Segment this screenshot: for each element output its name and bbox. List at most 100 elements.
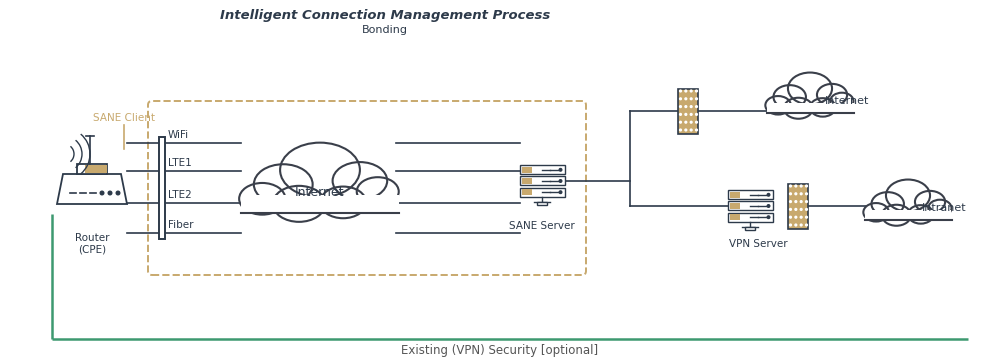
Circle shape [790, 193, 791, 195]
FancyBboxPatch shape [522, 166, 532, 173]
Text: Intranet: Intranet [922, 203, 967, 213]
Circle shape [690, 106, 692, 108]
Circle shape [800, 185, 802, 187]
Circle shape [800, 216, 802, 218]
Circle shape [790, 216, 791, 218]
FancyBboxPatch shape [864, 210, 951, 221]
Text: Fiber: Fiber [168, 220, 194, 230]
FancyBboxPatch shape [767, 103, 854, 113]
Circle shape [680, 113, 681, 115]
FancyBboxPatch shape [728, 201, 772, 210]
Circle shape [680, 98, 681, 100]
Polygon shape [57, 174, 127, 204]
Ellipse shape [810, 98, 836, 117]
FancyBboxPatch shape [788, 183, 808, 229]
FancyBboxPatch shape [522, 178, 532, 184]
Circle shape [767, 193, 770, 196]
Circle shape [795, 193, 797, 195]
Circle shape [696, 121, 697, 123]
FancyBboxPatch shape [537, 202, 547, 205]
Ellipse shape [320, 187, 366, 218]
Ellipse shape [254, 164, 313, 205]
Circle shape [696, 129, 697, 131]
Circle shape [696, 98, 697, 100]
Text: Existing (VPN) Security [optional]: Existing (VPN) Security [optional] [401, 344, 599, 357]
Circle shape [690, 121, 692, 123]
Ellipse shape [273, 186, 325, 222]
Circle shape [696, 113, 697, 115]
Ellipse shape [788, 73, 832, 104]
Circle shape [806, 185, 807, 187]
Circle shape [790, 185, 791, 187]
Circle shape [790, 209, 791, 210]
Circle shape [690, 129, 692, 131]
Text: SANE Server: SANE Server [509, 221, 575, 231]
Ellipse shape [830, 93, 854, 109]
Circle shape [696, 90, 697, 92]
Circle shape [680, 90, 681, 92]
FancyBboxPatch shape [522, 189, 532, 195]
Text: Internet: Internet [825, 96, 869, 106]
Circle shape [116, 191, 120, 195]
Circle shape [800, 201, 802, 203]
Ellipse shape [239, 183, 285, 215]
Text: LTE1: LTE1 [168, 158, 192, 168]
FancyBboxPatch shape [520, 165, 564, 174]
Circle shape [680, 129, 681, 131]
FancyBboxPatch shape [745, 227, 755, 230]
Ellipse shape [784, 98, 813, 119]
Circle shape [790, 201, 791, 203]
Circle shape [680, 121, 681, 123]
Circle shape [685, 90, 687, 92]
Circle shape [100, 191, 104, 195]
Circle shape [767, 205, 770, 207]
Ellipse shape [773, 85, 806, 109]
Circle shape [800, 193, 802, 195]
Circle shape [806, 224, 807, 226]
Ellipse shape [280, 143, 360, 197]
Ellipse shape [886, 179, 930, 212]
FancyBboxPatch shape [520, 188, 564, 197]
FancyBboxPatch shape [728, 190, 772, 199]
Circle shape [690, 113, 692, 115]
Text: Intelligent Connection Management Process: Intelligent Connection Management Proces… [220, 9, 550, 22]
FancyBboxPatch shape [85, 165, 107, 173]
FancyBboxPatch shape [159, 137, 165, 239]
FancyBboxPatch shape [678, 88, 698, 134]
Text: SANE Client: SANE Client [93, 113, 155, 123]
Text: LTE2: LTE2 [168, 190, 192, 200]
FancyBboxPatch shape [728, 213, 772, 222]
Circle shape [806, 201, 807, 203]
Circle shape [800, 209, 802, 210]
Ellipse shape [928, 200, 952, 217]
Circle shape [795, 216, 797, 218]
Circle shape [690, 90, 692, 92]
FancyBboxPatch shape [730, 214, 740, 221]
Circle shape [795, 185, 797, 187]
Circle shape [685, 113, 687, 115]
Circle shape [806, 216, 807, 218]
Circle shape [795, 224, 797, 226]
FancyBboxPatch shape [77, 164, 107, 174]
FancyBboxPatch shape [520, 177, 564, 186]
Circle shape [800, 224, 802, 226]
Circle shape [795, 201, 797, 203]
Text: Bonding: Bonding [362, 25, 408, 35]
Circle shape [795, 209, 797, 210]
Circle shape [559, 169, 562, 171]
Circle shape [806, 193, 807, 195]
Circle shape [685, 98, 687, 100]
Text: Router
(CPE): Router (CPE) [75, 233, 109, 255]
Circle shape [767, 216, 770, 218]
Circle shape [559, 191, 562, 193]
FancyBboxPatch shape [730, 192, 740, 198]
FancyBboxPatch shape [730, 203, 740, 209]
Text: VPN Server: VPN Server [729, 239, 787, 249]
Circle shape [790, 224, 791, 226]
Ellipse shape [333, 162, 387, 200]
Ellipse shape [357, 177, 399, 206]
Circle shape [680, 106, 681, 108]
Ellipse shape [765, 96, 791, 114]
Ellipse shape [915, 191, 945, 213]
Ellipse shape [817, 84, 847, 106]
